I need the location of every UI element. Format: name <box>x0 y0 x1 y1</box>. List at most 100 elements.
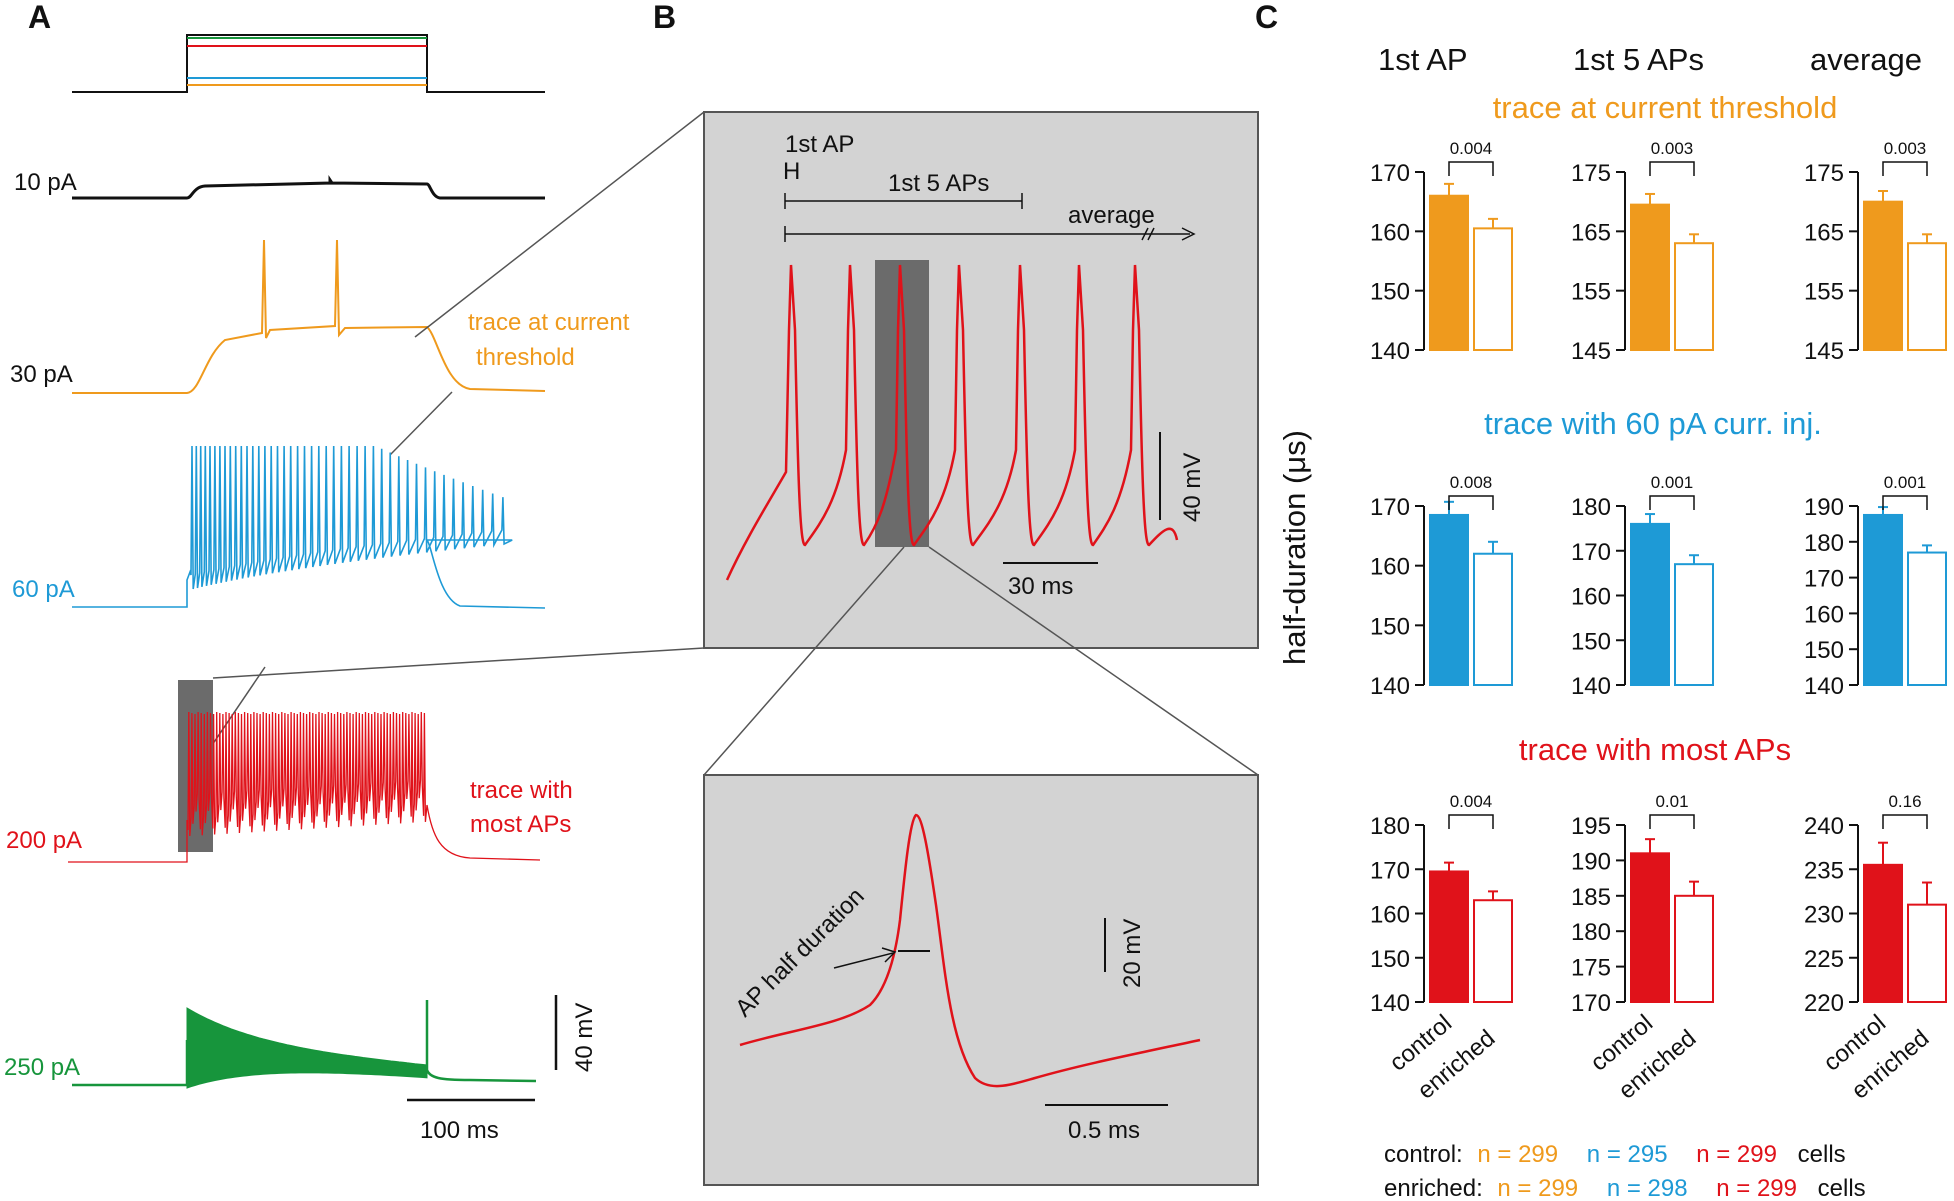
p-value: 0.16 <box>1888 792 1921 811</box>
y-tick-label: 140 <box>1571 673 1611 700</box>
inset-box <box>703 774 1259 1186</box>
column-header-average: average <box>1810 42 1922 77</box>
y-tick-label: 180 <box>1571 919 1611 946</box>
panel-b-letter: B <box>653 0 676 35</box>
inset-scale-voltage: 20 mV <box>1119 919 1146 988</box>
scale-a-time: 100 ms <box>420 1117 499 1144</box>
n-enriched-label: enriched: <box>1384 1175 1483 1201</box>
y-tick-label: 160 <box>1370 219 1410 246</box>
n-control-unit: cells <box>1798 1141 1846 1168</box>
n-enriched-unit: cells <box>1818 1175 1866 1201</box>
y-tick-label: 175 <box>1804 160 1844 187</box>
n-enriched-row: enriched: n = 299 n = 298 n = 299 cells <box>1384 1175 1866 1201</box>
p-value: 0.008 <box>1450 473 1493 492</box>
average-label: average <box>1068 202 1155 229</box>
y-tick-label: 150 <box>1571 628 1611 655</box>
trace-label-30pa: 30 pA <box>10 361 73 388</box>
bar-control <box>1429 513 1469 687</box>
n-enriched-red: n = 299 <box>1716 1175 1797 1201</box>
trace-label-60pa: 60 pA <box>12 576 75 603</box>
scale-b-time: 30 ms <box>1008 573 1073 600</box>
p-value: 0.003 <box>1884 139 1927 158</box>
bar-enriched <box>1907 242 1947 351</box>
significance-bracket <box>1649 161 1695 176</box>
scale-bar-a: 40 mV 100 ms <box>407 995 598 1144</box>
bar-enriched <box>1907 551 1947 686</box>
zoom-line-lower <box>389 391 453 456</box>
row-title-threshold: trace at current threshold <box>1493 90 1838 125</box>
significance-bracket <box>1649 814 1695 829</box>
y-tick-label: 170 <box>1370 494 1410 521</box>
zoom-line-inset-left <box>703 546 905 776</box>
y-tick-label: 220 <box>1804 990 1844 1017</box>
first5-label: 1st 5 APs <box>888 170 989 197</box>
y-tick-label: 240 <box>1804 813 1844 840</box>
y-tick-label: 170 <box>1571 539 1611 566</box>
inset-arrow-head <box>881 947 897 963</box>
first-ap-label: 1st AP <box>785 131 854 158</box>
p-value: 0.01 <box>1655 792 1688 811</box>
panel-a-letter: A <box>28 0 51 35</box>
y-tick-label: 145 <box>1571 338 1611 365</box>
bar-chart-2: 145 155 165 175 0.003 <box>1804 139 1947 365</box>
bar-enriched <box>1674 242 1714 351</box>
n-control-row: control: n = 299 n = 295 n = 299 cells <box>1384 1141 1846 1168</box>
significance-bracket <box>1448 814 1494 829</box>
panel-c: C 1st AP 1st 5 APs average trace at curr… <box>1255 0 1947 1201</box>
significance-bracket <box>1882 814 1928 829</box>
bar-control <box>1630 522 1670 687</box>
y-tick-label: 160 <box>1571 584 1611 611</box>
y-tick-label: 140 <box>1804 673 1844 700</box>
p-value: 0.004 <box>1450 792 1493 811</box>
n-enriched-blue: n = 298 <box>1607 1175 1688 1201</box>
annotation-most-line1: trace with <box>470 777 573 804</box>
p-value: 0.001 <box>1651 473 1694 492</box>
y-tick-label: 155 <box>1571 279 1611 306</box>
y-tick-label: 150 <box>1370 613 1410 640</box>
bar-enriched <box>1473 899 1513 1003</box>
bar-enriched <box>1473 552 1513 686</box>
bar-enriched <box>1907 903 1947 1004</box>
trace-60pa <box>72 445 546 609</box>
p-value: 0.004 <box>1450 139 1493 158</box>
bar-chart-5: 140 150 160 170 180 190 0.001 <box>1804 473 1947 700</box>
y-tick-label: 140 <box>1370 338 1410 365</box>
zoom-line-inset-right <box>928 546 1259 776</box>
bar-chart-1: 145 155 165 175 0.003 <box>1571 139 1714 365</box>
annotation-threshold-line1: trace at current <box>468 309 630 336</box>
y-tick-label: 170 <box>1370 857 1410 884</box>
bar-charts: 140 150 160 170 0.004 145 155 165 175 0.003 145 155… <box>1370 139 1947 1105</box>
inset-scale-time: 0.5 ms <box>1068 1117 1140 1144</box>
trace-b-spike-train <box>725 264 1179 581</box>
y-tick-label: 150 <box>1804 637 1844 664</box>
significance-bracket <box>1882 495 1928 510</box>
trace-250pa <box>72 1000 537 1089</box>
p-value: 0.001 <box>1884 473 1927 492</box>
trace-200pa <box>68 711 541 863</box>
average-break-2 <box>1147 227 1155 241</box>
trace-10pa <box>72 175 545 200</box>
y-tick-label: 150 <box>1370 946 1410 973</box>
bar-control <box>1429 194 1469 351</box>
significance-bracket <box>1448 161 1494 176</box>
trace-label-10pa: 10 pA <box>14 169 77 196</box>
column-header-first5: 1st 5 APs <box>1573 42 1704 77</box>
y-tick-label: 190 <box>1571 848 1611 875</box>
significance-bracket <box>1649 495 1695 510</box>
average-arrow-head <box>1181 227 1196 241</box>
panel-b: B 1st AP H 1st 5 APs average 40 mV 30 ms <box>653 0 1259 1186</box>
y-tick-label: 170 <box>1571 990 1611 1017</box>
bar-chart-4: 140 150 160 170 180 0.001 <box>1571 473 1714 700</box>
zoom-line-upper <box>414 111 705 338</box>
column-header-first-ap: 1st AP <box>1378 42 1468 77</box>
n-control-blue: n = 295 <box>1587 1141 1668 1168</box>
panel-a: A 10 pA 30 pA trace at current threshold… <box>4 0 705 1144</box>
inset-ap-trace <box>739 813 1201 1088</box>
y-tick-label: 185 <box>1571 884 1611 911</box>
n-control-orange: n = 299 <box>1477 1141 1558 1168</box>
scale-b-voltage: 40 mV <box>1179 453 1206 522</box>
annotation-threshold-line2: threshold <box>476 344 575 371</box>
significance-bracket <box>1882 161 1928 176</box>
